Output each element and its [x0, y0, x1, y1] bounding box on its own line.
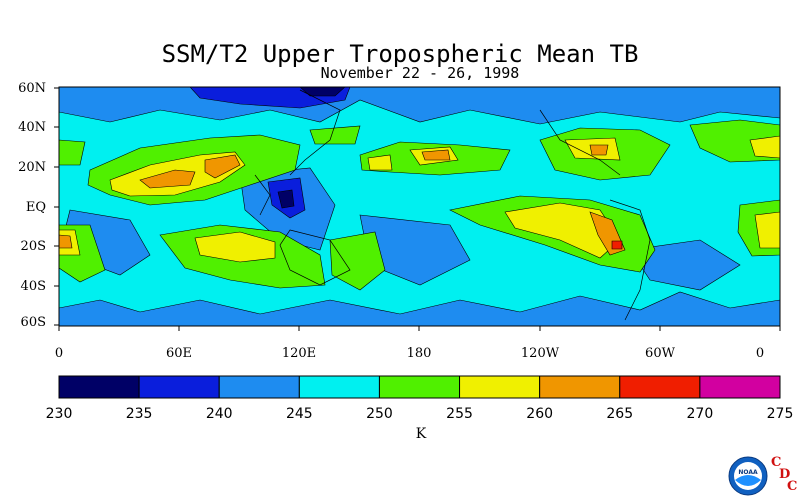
band-250-australia-e	[329, 231, 386, 291]
lat-tick-marks	[54, 87, 59, 326]
band-255-east-s	[754, 211, 780, 249]
lon-label-0-east: 0	[755, 346, 765, 361]
band-250-west	[59, 139, 86, 166]
colorbar-tick-260: 260	[526, 406, 554, 422]
band-250-pacific-nw	[309, 125, 361, 145]
colorbar-tick-235: 235	[125, 406, 153, 422]
band-260-asia-e	[204, 154, 241, 179]
cdc-letter-c1: C	[771, 455, 782, 470]
lon-label-120e: 120E	[281, 346, 317, 361]
colorbar-swatch-0	[58, 375, 140, 399]
lat-label-eq: EQ	[25, 200, 46, 215]
lon-label-60w: 60W	[645, 346, 675, 361]
band-260-asia-w	[139, 169, 196, 189]
noaa-text: NOAA	[738, 469, 758, 476]
cdc-letter-d: D	[779, 467, 791, 482]
field-base	[59, 87, 780, 326]
band-260-atlantic	[589, 144, 609, 156]
colorbar-swatch-3	[298, 375, 380, 399]
colorbar-swatch-1	[138, 375, 220, 399]
colorbar-swatch-4	[378, 375, 461, 399]
colorbar-units: K	[415, 426, 427, 442]
colorbar-tick-250: 250	[366, 406, 393, 422]
colorbar-tick-240: 240	[205, 406, 233, 422]
colorbar-swatch-7	[619, 375, 701, 399]
lat-label-40s: 40S	[20, 279, 46, 294]
colorbar-tick-230: 230	[45, 406, 73, 422]
colorbar	[58, 375, 781, 399]
temperature-field	[59, 87, 780, 326]
colorbar-tick-245: 245	[285, 406, 313, 422]
lat-label-60n: 60N	[18, 81, 46, 96]
band-260-west-s	[59, 234, 73, 249]
lat-label-40n: 40N	[18, 120, 46, 135]
band-255-pacific-w	[367, 154, 393, 171]
map-title: SSM/T2 Upper Tropospheric Mean TB	[161, 40, 639, 68]
band-255-east-n	[749, 135, 780, 159]
lon-label-0: 0	[54, 346, 64, 361]
band-240-south	[59, 291, 780, 326]
colorbar-tick-265: 265	[606, 406, 634, 422]
lon-label-60e: 60E	[165, 346, 193, 361]
band-255-australia	[194, 231, 276, 263]
colorbar-tick-270: 270	[686, 406, 714, 422]
colorbar-swatch-8	[699, 375, 781, 399]
band-260-pacific	[421, 149, 451, 161]
lon-label-180: 180	[406, 346, 432, 361]
coastlines	[254, 89, 651, 321]
colorbar-swatch-5	[459, 375, 541, 399]
colorbar-swatch-6	[539, 375, 621, 399]
noaa-logo	[728, 456, 768, 496]
colorbar-swatch-2	[218, 375, 300, 399]
lon-label-120w: 120W	[520, 346, 560, 361]
lat-label-20n: 20N	[18, 160, 46, 175]
lat-label-20s: 20S	[20, 239, 46, 254]
band-240-atlantic	[629, 239, 741, 291]
cdc-letter-c2: C	[787, 479, 798, 494]
band-265-south-america	[611, 240, 623, 250]
colorbar-tick-255: 255	[446, 406, 473, 422]
lon-tick-marks	[58, 326, 781, 331]
lat-label-60s: 60S	[20, 315, 46, 330]
map-subtitle: November 22 - 26, 1998	[320, 64, 520, 82]
colorbar-tick-275: 275	[766, 406, 794, 422]
band-230-maritime	[277, 189, 295, 209]
